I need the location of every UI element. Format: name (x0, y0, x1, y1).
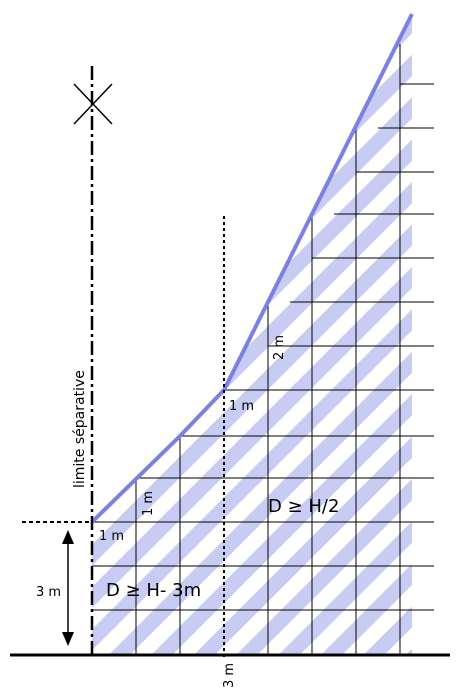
one-meter-vertical-label: 1 m (141, 491, 156, 516)
one-meter-mid-label: 1 m (229, 399, 254, 414)
grid (92, 44, 434, 655)
three-meter-side-label: 3 m (36, 585, 61, 600)
one-meter-bottom-label: 1 m (99, 529, 124, 544)
cross-marker-icon (73, 83, 113, 125)
two-meter-label: 2 m (272, 335, 287, 360)
height-dimension-arrow (62, 530, 74, 646)
formula-right-label: D ≥ H/2 (268, 496, 339, 517)
three-meter-bottom-label: 3 m (222, 663, 237, 688)
formula-left-label: D ≥ H- 3m (106, 580, 201, 601)
boundary-label: limite séparative (72, 370, 88, 488)
